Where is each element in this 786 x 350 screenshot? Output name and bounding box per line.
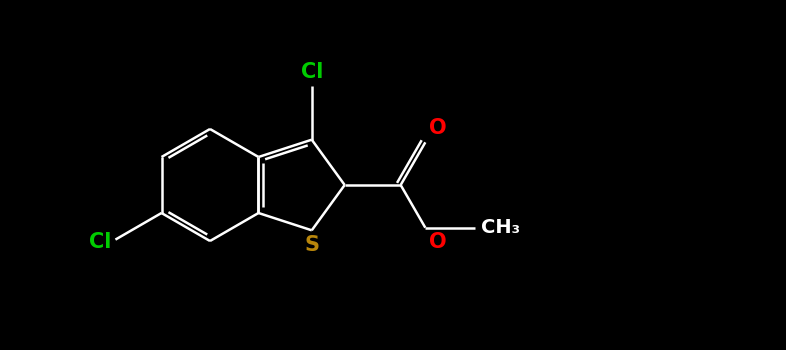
Text: O: O [429,232,447,252]
Text: S: S [304,235,319,255]
Text: Cl: Cl [89,232,112,252]
Text: CH₃: CH₃ [480,218,520,237]
Text: Cl: Cl [300,63,323,83]
Text: O: O [429,118,447,138]
